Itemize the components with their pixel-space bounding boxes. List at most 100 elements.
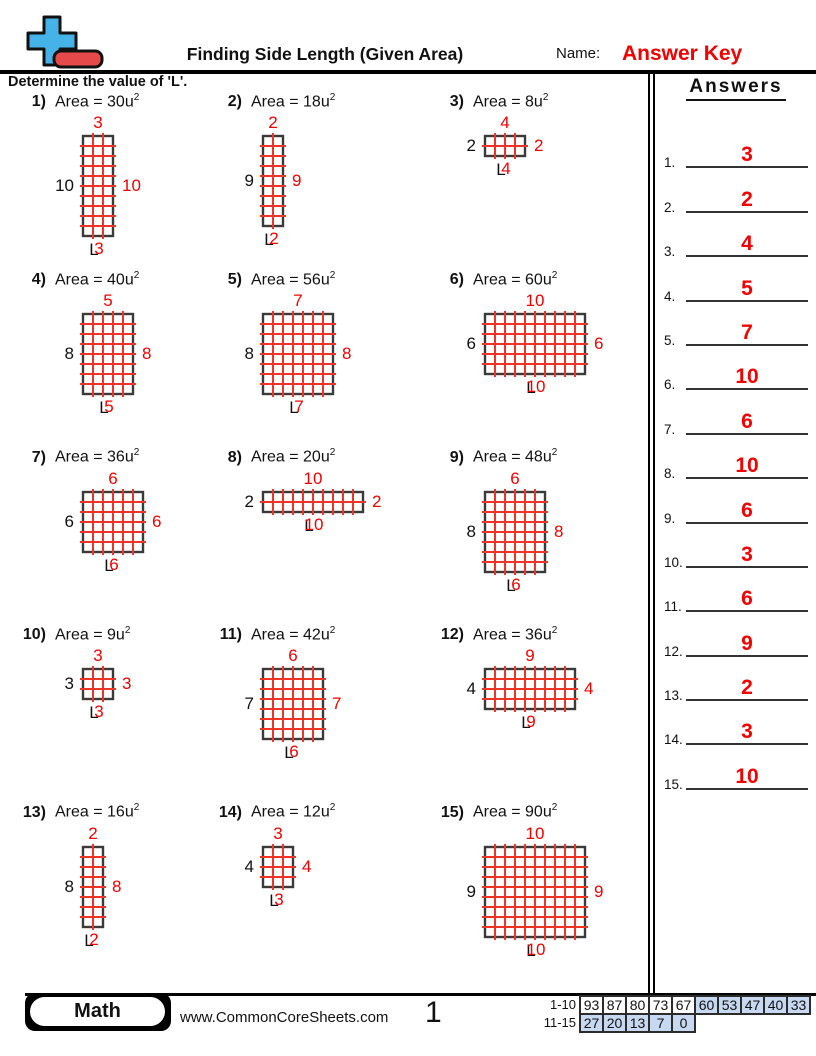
figure-answer-label: 6: [511, 574, 521, 594]
problems-grid: 1) Area = 30u2 3 10 10 L 3 2) Area = 18u…: [10, 92, 648, 980]
figure-unknown-label: L: [84, 930, 94, 950]
figure-unknown-label: L: [521, 713, 531, 733]
score-row-label: 1-10: [549, 997, 576, 1012]
problem-area-label: Area = 12u2: [251, 802, 336, 821]
figure-unknown-label: L: [506, 575, 516, 595]
answer-item: 10. 3: [656, 529, 816, 573]
figure-right-label: 4: [302, 856, 312, 876]
answer-line: [686, 565, 808, 568]
problem-card: 11) Area = 42u2 6 7 7 L 6: [206, 625, 428, 803]
figure-right-label: 8: [554, 521, 564, 541]
figure-left-label: 8: [64, 876, 74, 896]
figure-unknown-label: L: [89, 703, 99, 723]
figure: 10 6 6 L 10: [450, 291, 604, 398]
figure-grid: [259, 132, 287, 230]
problem-area-label: Area = 18u2: [251, 92, 336, 111]
problem-number: 2): [227, 93, 242, 111]
figure-grid: [259, 665, 327, 743]
figure-bottom-label: L 3: [259, 890, 297, 911]
problem-card: 1) Area = 30u2 3 10 10 L 3: [10, 92, 206, 270]
figure-answer-label: 4: [501, 159, 511, 179]
figure-unknown-label: L: [104, 555, 114, 575]
figure: 9 4 4 L 9: [450, 647, 594, 733]
answer-number: 10.: [664, 554, 683, 570]
figure-answer-label: 10: [526, 376, 546, 396]
figure-top-label: 10: [525, 823, 545, 843]
score-cell: 87: [602, 995, 627, 1015]
figure: 6 8 8 L 6: [450, 469, 564, 596]
figure-bottom-label: L 6: [259, 743, 327, 763]
figure-left-label: 8: [64, 343, 74, 363]
problem-number: 3): [449, 93, 464, 111]
problem-number: 1): [31, 93, 46, 111]
figure-top-label: 6: [288, 646, 298, 666]
figure-bottom-label: L 10: [481, 376, 589, 398]
figure-bottom-label: L 6: [481, 574, 549, 596]
answer-value: 4: [741, 232, 753, 256]
answer-number: 5.: [664, 332, 676, 348]
answer-item: 12. 9: [656, 617, 816, 661]
problem-card: 12) Area = 36u2 9 4 4 L 9: [428, 625, 648, 803]
figure-grid: [79, 132, 117, 240]
footer-rule: [25, 993, 816, 996]
figure-right-label: 4: [584, 679, 594, 699]
problem-card: 7) Area = 36u2 6 6 6 L 6: [10, 447, 206, 625]
answer-value: 5: [741, 276, 753, 300]
grid-figure-svg: [260, 666, 326, 743]
problem-header: 15) Area = 90u2: [428, 802, 648, 821]
score-cell: 80: [625, 995, 650, 1015]
figure-grid: [259, 843, 297, 891]
answer-item: 3. 4: [656, 218, 816, 262]
figure-bottom-label: L 6: [79, 555, 147, 576]
score-cell: 0: [671, 1013, 696, 1033]
figure-left-label: 3: [64, 674, 74, 694]
figure-grid: [481, 843, 589, 941]
score-cell: 27: [579, 1013, 604, 1033]
figure: 6 6 6 L 6: [48, 469, 162, 576]
figure: 10 2 2 L 10: [228, 469, 382, 536]
brand-badge: Math: [25, 993, 171, 1031]
problem-area-label: Area = 36u2: [473, 624, 558, 644]
figure-top-label: 3: [93, 113, 103, 133]
plus-minus-math-logo-icon: [26, 15, 104, 69]
problem-number: 14): [218, 803, 242, 821]
problem-area-label: Area = 60u2: [473, 269, 558, 288]
answer-line: [686, 477, 808, 480]
figure-top-label: 7: [293, 290, 303, 310]
site-url-text: www.CommonCoreSheets.com: [180, 1009, 389, 1026]
problem-number: 7): [31, 448, 46, 466]
figure-left-label: 8: [466, 521, 476, 541]
figure-left-label: 6: [466, 333, 476, 353]
figure-answer-label: 10: [304, 514, 324, 534]
brand-label: Math: [30, 997, 165, 1026]
figure-answer-label: 9: [526, 712, 536, 732]
problem-number: 10): [22, 626, 46, 644]
grid-figure-svg: [80, 310, 136, 397]
figure-grid: [481, 665, 579, 713]
problem-number: 12): [440, 626, 464, 644]
problem-area-label: Area = 56u2: [251, 269, 336, 288]
answer-number: 3.: [664, 244, 676, 260]
score-cell: 47: [740, 995, 765, 1015]
answer-value: 6: [741, 409, 753, 433]
answer-number: 14.: [664, 732, 683, 748]
problem-area-label: Area = 9u2: [55, 624, 131, 644]
answer-item: 4. 5: [656, 262, 816, 306]
problem-area-label: Area = 16u2: [55, 802, 140, 821]
problem-header: 3) Area = 8u2: [428, 92, 648, 111]
answer-value: 3: [741, 720, 753, 744]
score-table: 1-10 93 87 80 73 67 60 53 47 40 33 11-15 27 20 13 7 0: [530, 995, 811, 1033]
answer-number: 12.: [664, 643, 683, 659]
name-label: Name:: [556, 45, 601, 62]
answer-number: 4.: [664, 288, 676, 304]
answer-value: 6: [741, 587, 753, 611]
figure-top-label: 4: [500, 113, 510, 133]
figure-bottom-label: L 10: [481, 940, 589, 961]
problem-header: 2) Area = 18u2: [206, 92, 428, 111]
answer-item: 7. 6: [656, 395, 816, 439]
problem-header: 14) Area = 12u2: [206, 802, 428, 821]
figure-unknown-label: L: [284, 743, 294, 763]
figure-grid: [79, 310, 137, 398]
grid-figure-svg: [80, 843, 106, 930]
grid-figure-svg: [80, 133, 116, 240]
